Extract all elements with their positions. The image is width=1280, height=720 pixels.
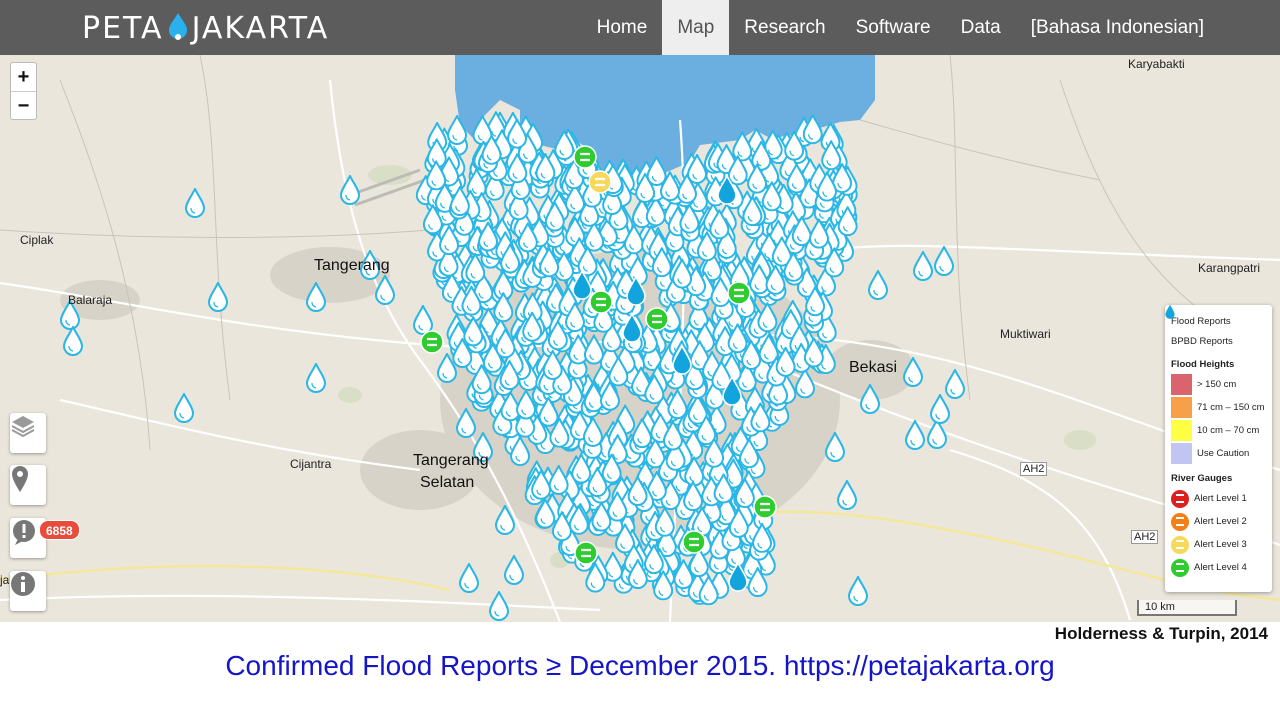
legend-gauge-row: Alert Level 2: [1171, 510, 1266, 533]
slide-caption: Confirmed Flood Reports ≥ December 2015.…: [225, 650, 1055, 681]
nav-link-home[interactable]: Home: [596, 17, 648, 38]
river-gauge-marker[interactable]: [589, 290, 613, 314]
info-button[interactable]: [10, 571, 46, 611]
gauge-arrows-icon: [1171, 512, 1189, 531]
legend-gauge-label: Alert Level 4: [1194, 562, 1247, 573]
place-label-tangerang-selatan-line2: Selatan: [420, 474, 475, 491]
nav-link-bahasa-indonesian[interactable]: [Bahasa Indonesian]: [1030, 17, 1204, 38]
layers-button[interactable]: [10, 413, 46, 453]
river-gauge-marker[interactable]: [753, 495, 777, 519]
bpbd-report-drop-icon: [1165, 305, 1175, 319]
place-label-bekasi: Bekasi: [849, 359, 898, 376]
map-legend: Flood Reports BPBD Reports Flood Heights…: [1165, 305, 1272, 592]
river-gauge-marker[interactable]: [420, 330, 444, 354]
nav-link-data[interactable]: Data: [960, 17, 1001, 38]
road-shield-ah2: AH2: [1131, 530, 1159, 544]
brand-text-right: JAKARTA: [191, 10, 330, 46]
place-label-tangerang-selatan-line1: Tangerang: [413, 452, 489, 469]
flood-map[interactable]: Karyabakti Ciplak Tangerang Balaraja Kar…: [0, 55, 1280, 622]
legend-height-row: Use Caution: [1171, 442, 1266, 465]
legend-bpbd-reports: BPBD Reports: [1165, 305, 1266, 351]
legend-height-label: Use Caution: [1197, 448, 1250, 459]
river-gauge-marker[interactable]: [727, 281, 751, 305]
place-label-karyabakti: Karyabakti: [1128, 57, 1185, 71]
locate-button[interactable]: [10, 465, 46, 505]
place-label-muktiwari: Muktiwari: [1000, 327, 1051, 341]
legend-bpbd-reports-label: BPBD Reports: [1171, 335, 1233, 347]
legend-height-label: 10 cm – 70 cm: [1197, 425, 1260, 436]
height-swatch: [1171, 374, 1192, 395]
legend-gauge-label: Alert Level 2: [1194, 516, 1247, 527]
legend-flood-reports-label: Flood Reports: [1171, 315, 1231, 327]
nav-link-map[interactable]: Map: [662, 0, 730, 55]
zoom-control: + −: [10, 62, 37, 120]
river-gauge-marker[interactable]: [682, 530, 706, 554]
basemap: [0, 55, 1280, 622]
place-label-balaraja: Balaraja: [68, 293, 113, 307]
zoom-in-button[interactable]: +: [17, 66, 30, 88]
zoom-out-button[interactable]: −: [11, 91, 36, 119]
report-count-badge: 6858: [39, 520, 80, 540]
top-navbar: PETA JAKARTA Home Map Research Software …: [0, 0, 1280, 55]
legend-height-row: > 150 cm: [1171, 373, 1266, 396]
legend-height-row: 71 cm – 150 cm: [1171, 396, 1266, 419]
river-gauge-marker[interactable]: [645, 307, 669, 331]
legend-height-row: 10 cm – 70 cm: [1171, 419, 1266, 442]
legend-gauge-row: Alert Level 3: [1171, 533, 1266, 556]
citation: Holderness & Turpin, 2014: [1054, 624, 1268, 643]
river-gauge-markers: [420, 145, 777, 565]
gauge-arrows-icon: [1171, 535, 1189, 554]
legend-height-label: > 150 cm: [1197, 379, 1237, 390]
nav-link-software[interactable]: Software: [855, 17, 931, 38]
river-gauge-marker[interactable]: [588, 170, 612, 194]
legend-gauge-label: Alert Level 1: [1194, 493, 1247, 504]
legend-river-gauges-title: River Gauges: [1171, 473, 1233, 484]
place-label-karangpatri: Karangpatri: [1198, 261, 1261, 275]
river-gauge-marker[interactable]: [574, 541, 598, 565]
legend-height-label: 71 cm – 150 cm: [1197, 402, 1265, 413]
place-label-tangerang: Tangerang: [314, 257, 390, 274]
brand-text-left: PETA: [82, 10, 164, 46]
brand-logo[interactable]: PETA JAKARTA: [82, 8, 329, 48]
place-label-edge: ja: [0, 573, 10, 587]
gauge-arrows-icon: [1171, 558, 1189, 577]
water-drop-logo-icon: [168, 12, 188, 40]
height-swatch: [1171, 420, 1192, 441]
legend-flood-reports: Flood Reports: [1165, 305, 1266, 331]
legend-flood-heights-title: Flood Heights: [1171, 359, 1235, 370]
place-label-ciplak: Ciplak: [20, 233, 54, 247]
nav-menu: Home Map Research Software Data [Bahasa …: [582, 0, 1219, 55]
nav-link-research[interactable]: Research: [744, 17, 826, 38]
legend-gauge-row: Alert Level 4: [1171, 556, 1266, 579]
height-swatch: [1171, 397, 1192, 418]
road-shield-ah2: AH2: [1020, 462, 1048, 476]
river-gauge-marker[interactable]: [573, 145, 597, 169]
legend-gauge-row: Alert Level 1: [1171, 487, 1266, 510]
legend-gauge-label: Alert Level 3: [1194, 539, 1247, 550]
gauge-arrows-icon: [1171, 489, 1189, 508]
place-label-cijantra: Cijantra: [290, 457, 332, 471]
height-swatch: [1171, 443, 1192, 464]
map-scale-bar: 10 km: [1137, 600, 1237, 616]
